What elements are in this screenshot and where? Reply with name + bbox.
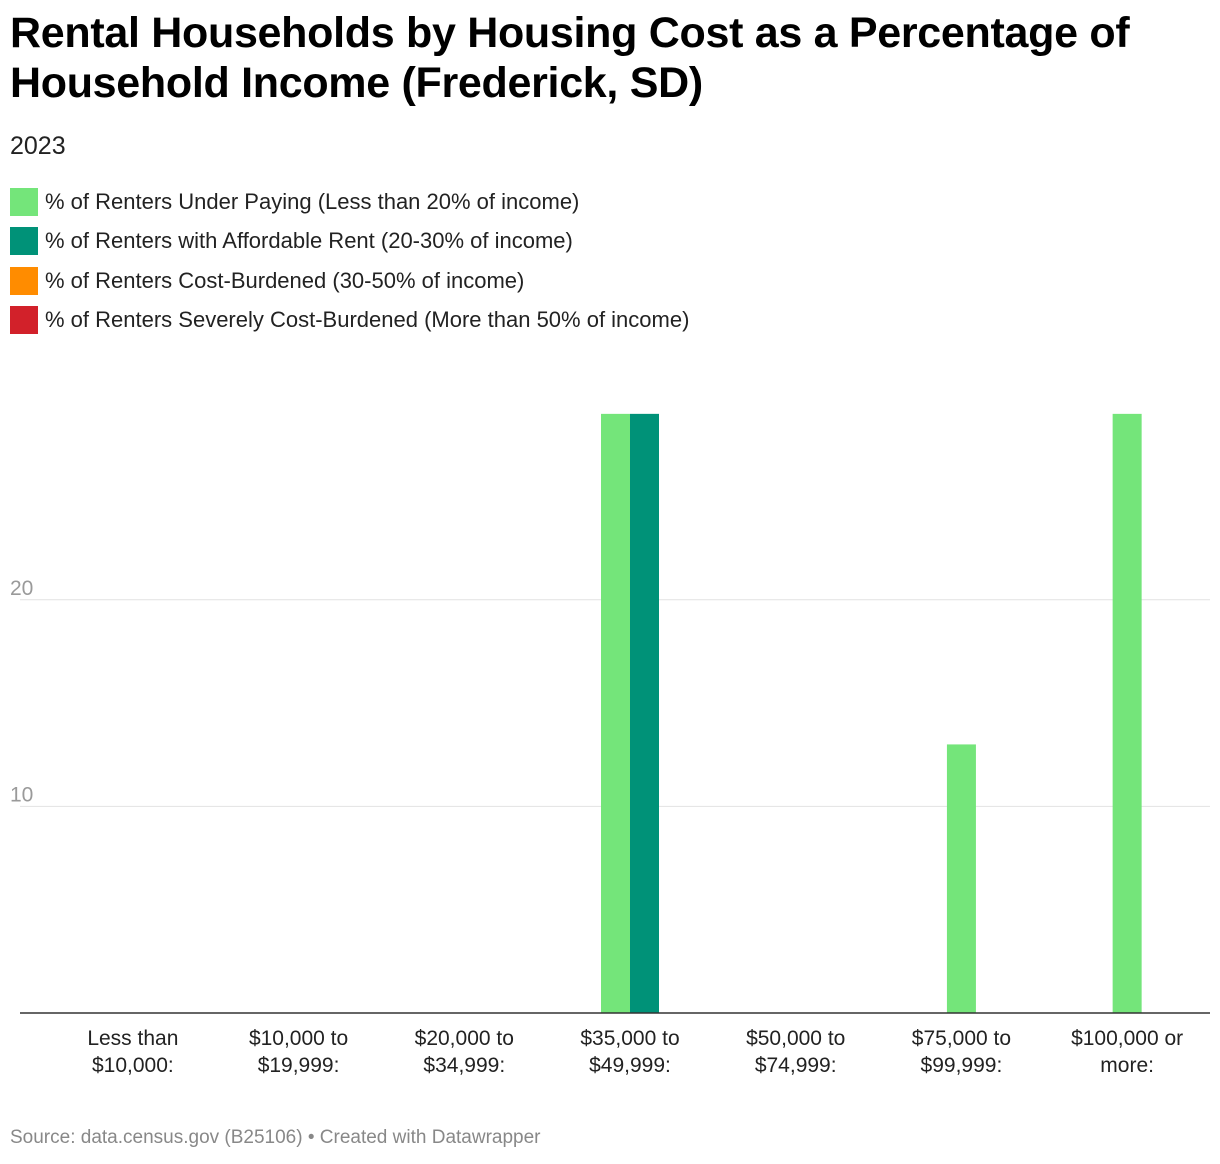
bar [630,413,659,1013]
legend-item: % of Renters with Affordable Rent (20-30… [10,222,689,262]
x-tick-label: $100,000 or more: [1071,1027,1183,1077]
legend-label: % of Renters Cost-Burdened (30-50% of in… [45,267,525,293]
y-tick-label: 10 [10,783,33,806]
chart-title: Rental Households by Housing Cost as a P… [10,9,1130,107]
legend-swatch [10,187,38,216]
legend-item: % of Renters Under Paying (Less than 20%… [10,182,689,222]
x-tick-label: $20,000 to $34,999: [415,1027,514,1077]
x-tick-label: $10,000 to $19,999: [249,1027,348,1077]
legend: % of Renters Under Paying (Less than 20%… [10,182,689,340]
bar [601,413,630,1013]
legend-item: % of Renters Severely Cost-Burdened (Mor… [10,301,689,341]
legend-label: % of Renters Severely Cost-Burdened (Mor… [45,307,690,333]
x-tick-label: $75,000 to $99,999: [912,1027,1011,1077]
bar [946,744,976,1013]
legend-swatch [10,227,38,256]
y-tick-label: 20 [10,577,33,600]
chart-subtitle: 2023 [10,132,66,160]
legend-item: % of Renters Cost-Burdened (30-50% of in… [10,261,689,301]
x-tick-label: Less than $10,000: [87,1027,178,1077]
legend-label: % of Renters with Affordable Rent (20-30… [45,228,573,254]
bar [1112,413,1142,1013]
legend-swatch [10,306,38,335]
source-note: Source: data.census.gov (B25106) • Creat… [10,1127,541,1148]
x-tick-label: $35,000 to $49,999: [580,1027,679,1077]
legend-label: % of Renters Under Paying (Less than 20%… [45,188,580,214]
x-tick-label: $50,000 to $74,999: [746,1027,845,1077]
legend-swatch [10,266,38,295]
